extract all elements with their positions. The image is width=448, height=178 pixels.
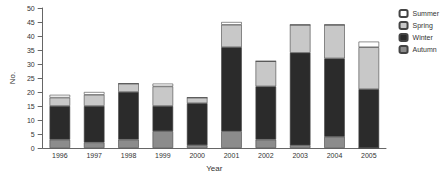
svg-text:2000: 2000 <box>189 152 205 159</box>
svg-text:35: 35 <box>27 47 35 54</box>
svg-text:40: 40 <box>27 33 35 40</box>
svg-text:25: 25 <box>27 75 35 82</box>
svg-text:2001: 2001 <box>224 152 240 159</box>
svg-text:50: 50 <box>27 5 35 12</box>
svg-text:Autumn: Autumn <box>413 46 437 53</box>
svg-text:10: 10 <box>27 117 35 124</box>
svg-text:2005: 2005 <box>361 152 377 159</box>
svg-text:5: 5 <box>31 131 35 138</box>
svg-text:1997: 1997 <box>86 152 102 159</box>
svg-text:20: 20 <box>27 89 35 96</box>
svg-text:2003: 2003 <box>292 152 308 159</box>
svg-text:2002: 2002 <box>258 152 274 159</box>
svg-text:0: 0 <box>31 145 35 152</box>
svg-text:Winter: Winter <box>413 34 434 41</box>
svg-text:45: 45 <box>27 19 35 26</box>
svg-text:15: 15 <box>27 103 35 110</box>
svg-text:30: 30 <box>27 61 35 68</box>
svg-text:No.: No. <box>8 72 17 84</box>
svg-text:1998: 1998 <box>121 152 137 159</box>
svg-text:Year: Year <box>206 164 223 173</box>
svg-text:Summer: Summer <box>413 10 440 17</box>
svg-text:Spring: Spring <box>413 22 433 30</box>
svg-text:1996: 1996 <box>52 152 68 159</box>
svg-text:2004: 2004 <box>327 152 343 159</box>
svg-text:1999: 1999 <box>155 152 171 159</box>
